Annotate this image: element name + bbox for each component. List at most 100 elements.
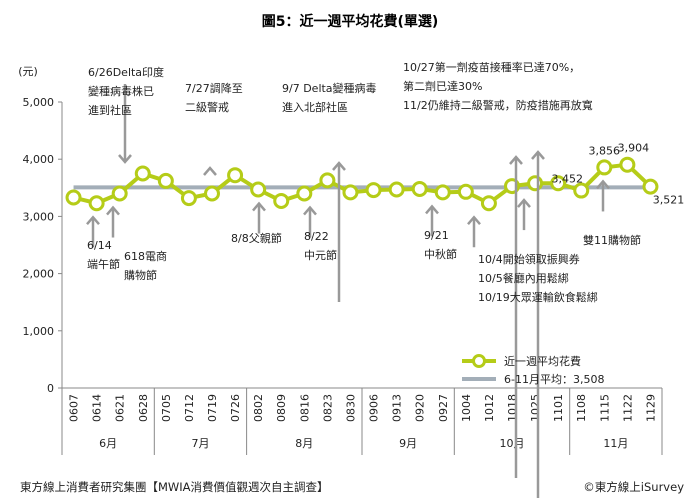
month-label: 9月 (399, 437, 417, 450)
annotation-text: 8/8父親節 (231, 231, 282, 245)
annotation-text: 10/19大眾運輸飲食鬆綁 (478, 290, 598, 304)
x-tick-label: 0927 (437, 394, 450, 422)
month-label: 10月 (500, 437, 525, 450)
annotation-arrow-up-head (517, 198, 531, 208)
data-point (573, 182, 590, 199)
month-label: 11月 (603, 437, 628, 450)
data-point (642, 178, 659, 195)
footer-brand: ©東方線上iSurvey (583, 480, 684, 494)
data-point (550, 175, 567, 192)
x-tick-label: 0628 (137, 394, 150, 422)
x-tick-label: 1122 (621, 394, 634, 422)
data-point (65, 189, 82, 206)
data-point (204, 185, 220, 202)
annotation-text: 雙11購物節 (583, 233, 641, 247)
x-tick-label: 1129 (644, 394, 657, 422)
data-point (250, 181, 267, 198)
data-point (342, 184, 359, 201)
y-tick-label: 2,000 (23, 268, 55, 281)
x-tick-label: 1108 (575, 394, 588, 422)
annotation-arrow-up-head (425, 204, 439, 215)
annotation-arrow-down-head (332, 161, 346, 171)
annotation-arrow-down-head (509, 155, 523, 165)
data-point (411, 180, 428, 197)
data-label: 3,521 (653, 194, 685, 207)
data-point (365, 182, 382, 199)
annotation-text: 10/5餐廳內用鬆綁 (478, 271, 569, 285)
y-tick-label: 3,000 (23, 210, 55, 223)
chart-title: 圖5：近一週平均花費(單選) (262, 13, 439, 30)
x-tick-label: 0719 (206, 394, 219, 422)
annotation-text: 端午節 (87, 257, 120, 271)
legend: 近一週平均花費 6-11月平均：3,508 (462, 354, 604, 386)
y-tick-label: 5,000 (23, 96, 55, 109)
annotation-text: 9/7 Delta變種病毒 (282, 81, 377, 95)
x-tick-label: 0830 (344, 394, 357, 422)
y-tick-label: 4,000 (23, 153, 55, 166)
data-point (157, 172, 174, 189)
data-point (180, 190, 197, 207)
y-tick-label: 1,000 (23, 325, 55, 338)
data-point (596, 159, 613, 176)
x-tick-label: 1004 (460, 394, 473, 422)
annotation-text: 7/27調降至 (185, 81, 243, 95)
annotation-arrow-up-head (86, 215, 100, 226)
annotation-text: 6/26Delta印度 (88, 65, 164, 79)
annotation-text: 8/22 (304, 230, 329, 243)
legend-marker-series (472, 354, 486, 368)
annotation-text: 進到社區 (88, 103, 132, 117)
data-point (296, 185, 313, 202)
x-tick-label: 1101 (552, 394, 565, 422)
annotation-arrow-down-head (203, 166, 217, 176)
annotation-arrow-up-head (106, 205, 120, 216)
data-point (527, 175, 544, 192)
data-point (88, 195, 105, 212)
annotation-arrow-down-head (118, 154, 132, 164)
annotation-arrow-up-head (467, 215, 481, 226)
annotation-arrow-up-head (252, 201, 266, 212)
data-point (273, 192, 290, 209)
data-point (388, 181, 405, 198)
x-tick-label: 0705 (160, 394, 173, 422)
data-point (480, 195, 497, 212)
month-label: 6月 (99, 437, 117, 450)
x-tick-label: 0913 (391, 394, 404, 422)
annotation-text: 購物節 (124, 268, 157, 282)
annotation-text: 9/21 (424, 229, 449, 242)
annotation-text: 中元節 (304, 248, 337, 262)
y-tick-label: 0 (47, 382, 54, 395)
x-tick-label: 0823 (321, 394, 334, 422)
month-label: 7月 (191, 437, 209, 450)
data-point (134, 165, 151, 182)
annotation-text: 第二劑已達30% (403, 79, 482, 93)
annotation-text: 二級警戒 (185, 100, 229, 114)
y-axis-unit: (元) (18, 65, 38, 78)
annotation-text: 11/2仍維持二級警戒，防疫措施再放寬 (403, 98, 593, 112)
x-tick-label: 1115 (598, 394, 611, 422)
annotation-text: 618電商 (124, 249, 167, 263)
legend-label-series: 近一週平均花費 (504, 354, 581, 368)
x-tick-label: 0920 (414, 394, 427, 422)
annotation-arrow-down-head (531, 150, 545, 160)
annotation-arrow-up-head (303, 205, 317, 216)
data-point (434, 184, 451, 201)
annotation-text: 變種病毒株已 (88, 84, 154, 98)
x-tick-label: 0816 (298, 394, 311, 422)
x-tick-label: 0809 (275, 394, 288, 422)
data-point (319, 172, 336, 189)
data-label: 3,452 (551, 173, 583, 186)
data-label: 3,904 (618, 142, 650, 155)
annotation-text: 中秋節 (424, 247, 457, 261)
x-tick-label: 0712 (183, 394, 196, 422)
data-point (111, 185, 128, 202)
x-tick-label: 1012 (483, 394, 496, 422)
annotation-text: 進入北部社區 (282, 100, 348, 114)
data-label: 3,856 (589, 144, 621, 157)
month-label: 8月 (295, 437, 313, 450)
data-point (227, 167, 244, 184)
data-point (457, 183, 474, 200)
x-tick-label: 0802 (252, 394, 265, 422)
